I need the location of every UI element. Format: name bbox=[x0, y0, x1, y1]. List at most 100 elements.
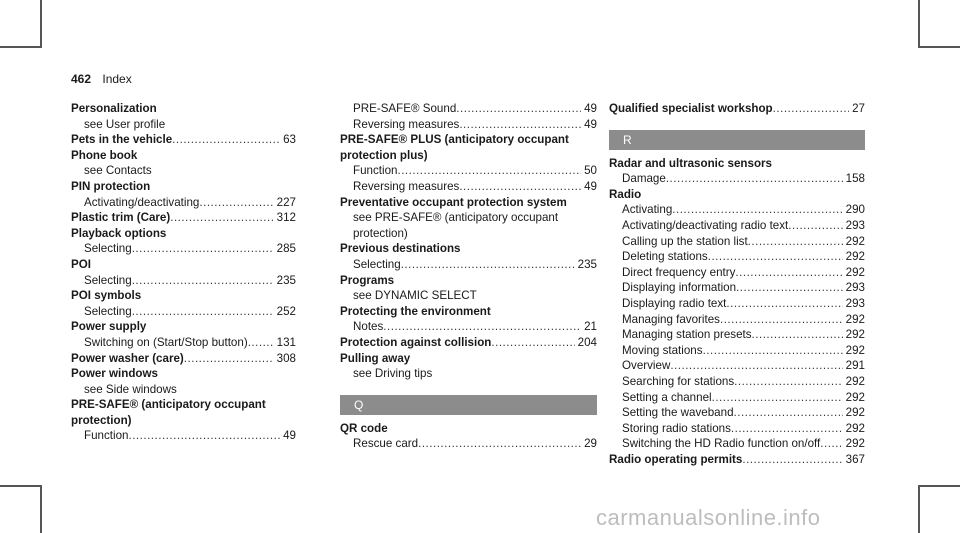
subentry-text: see Driving tips bbox=[353, 367, 433, 381]
dot-leader bbox=[734, 374, 843, 390]
entry-title: Programs bbox=[340, 273, 395, 287]
page-ref: 49 bbox=[584, 102, 597, 115]
subentry-text: Setting the waveband bbox=[622, 406, 734, 420]
index-subentry: Damage 158 bbox=[609, 171, 865, 187]
watermark: carmanualsonline.info bbox=[596, 505, 821, 530]
dot-leader bbox=[459, 179, 581, 195]
page-ref: 292 bbox=[845, 250, 865, 264]
index-entry: Pets in the vehicle 63 bbox=[71, 132, 296, 148]
page-ref: 252 bbox=[276, 304, 296, 318]
subentry-text: Selecting bbox=[353, 257, 401, 271]
index-subentry: Activating 290 bbox=[609, 202, 865, 218]
entry-title: Qualified specialist workshop bbox=[609, 102, 773, 115]
index-subentry: Selecting 252 bbox=[71, 304, 296, 320]
index-entry-with-page: Plastic trim (Care) 312 bbox=[71, 210, 296, 226]
subentry-text: see PRE-SAFE® (anticipatory occupant pro… bbox=[353, 211, 559, 240]
page-ref: 50 bbox=[584, 164, 597, 178]
index-entry-with-page: Radio operating permits 367 bbox=[609, 452, 865, 468]
index-entry: Phone book see Contacts bbox=[71, 148, 296, 179]
page-ref: 204 bbox=[577, 335, 597, 349]
dot-leader bbox=[199, 195, 273, 211]
crop-mark bbox=[40, 0, 42, 48]
dot-leader bbox=[456, 101, 581, 117]
subentry-text: Rescue card bbox=[353, 437, 419, 451]
index-entry: POI Selecting 235 bbox=[71, 257, 296, 288]
entry-title: Radio bbox=[609, 187, 642, 201]
index-subentry: Displaying radio text 293 bbox=[609, 296, 865, 312]
section-name: Index bbox=[102, 72, 132, 86]
index-entry: PIN protection Activating/deactivating 227 bbox=[71, 179, 296, 210]
dot-leader bbox=[726, 296, 842, 312]
entry-title: Radio operating permits bbox=[609, 452, 743, 466]
index-entry: Radio operating permits 367 bbox=[609, 452, 865, 468]
entry-title: Power supply bbox=[71, 320, 147, 334]
entry-title: Radar and ultrasonic sensors bbox=[609, 156, 773, 170]
subentry-text: Displaying information bbox=[622, 281, 737, 295]
dot-leader bbox=[820, 436, 842, 452]
index-entry: Qualified specialist workshop 27 bbox=[609, 101, 865, 117]
index-entry: PRE-SAFE® PLUS (anticipatory occupant pr… bbox=[340, 132, 597, 194]
index-subentry: Managing station presets 292 bbox=[609, 327, 865, 343]
index-subentry: Selecting 235 bbox=[340, 257, 597, 273]
subentry-text: Displaying radio text bbox=[622, 296, 727, 310]
page-ref: 293 bbox=[845, 218, 865, 232]
dot-leader bbox=[248, 335, 274, 351]
index-entry: QR code Rescue card 29 bbox=[340, 421, 597, 452]
page-ref: 292 bbox=[845, 343, 865, 357]
dot-leader bbox=[418, 436, 581, 452]
crop-mark bbox=[918, 485, 960, 487]
dot-leader bbox=[703, 343, 843, 359]
page-ref: 292 bbox=[845, 312, 865, 326]
index-subentry: Selecting 235 bbox=[71, 273, 296, 289]
crop-mark bbox=[40, 485, 42, 533]
entry-title: Power washer (care) bbox=[71, 351, 184, 365]
entry-title: Protection against collision bbox=[340, 335, 492, 349]
subentry-text: Activating bbox=[622, 203, 673, 217]
index-subentry: Reversing measures 49 bbox=[340, 117, 597, 133]
index-column-1: Personalization see User profile Pets in t… bbox=[71, 101, 296, 444]
page-ref: 49 bbox=[584, 117, 597, 131]
page-number: 462 bbox=[71, 72, 92, 86]
index-subentry: Setting a channel 292 bbox=[609, 390, 865, 406]
page-ref: 27 bbox=[852, 102, 865, 115]
index-entry-with-page: Protection against collision 204 bbox=[340, 335, 597, 351]
dot-leader bbox=[735, 265, 842, 281]
page-ref: 235 bbox=[276, 273, 296, 287]
entry-title: Personalization bbox=[71, 102, 157, 115]
subentry-text: Calling up the station list bbox=[622, 234, 748, 248]
page-ref: 292 bbox=[845, 390, 865, 404]
index-entry: Radar and ultrasonic sensors Damage 158 bbox=[609, 156, 865, 187]
index-subentry: Calling up the station list 292 bbox=[609, 234, 865, 250]
page-ref: 308 bbox=[276, 351, 296, 365]
index-subentry: Displaying information 293 bbox=[609, 280, 865, 296]
dot-leader bbox=[731, 421, 843, 437]
index-subentry: Function 50 bbox=[340, 163, 597, 179]
subentry-text: PRE-SAFE® Sound bbox=[353, 102, 457, 115]
subentry-text: Damage bbox=[622, 172, 666, 186]
index-entry: PRE-SAFE® (anticipatory occupant protect… bbox=[71, 397, 296, 444]
entry-title: POI symbols bbox=[71, 289, 142, 303]
page-ref: 292 bbox=[845, 406, 865, 420]
index-subentry: Moving stations 292 bbox=[609, 343, 865, 359]
subentry-text: Notes bbox=[353, 320, 384, 334]
dot-leader bbox=[491, 335, 574, 351]
index-entry: Power supply Switching on (Start/Stop but… bbox=[71, 319, 296, 350]
page-ref: 227 bbox=[276, 195, 296, 209]
index-subentry: Setting the waveband 292 bbox=[609, 405, 865, 421]
entry-title: Phone book bbox=[71, 148, 138, 162]
index-column-2: PRE-SAFE® Sound49Reversing measures49PRE… bbox=[340, 101, 597, 452]
index-subentry: PRE-SAFE® Sound 49 bbox=[340, 101, 597, 117]
page-ref: 292 bbox=[845, 374, 865, 388]
crop-mark bbox=[0, 46, 42, 48]
index-entry: Playback options Selecting 285 bbox=[71, 226, 296, 257]
page-ref: 49 bbox=[584, 179, 597, 193]
dot-leader bbox=[397, 163, 581, 179]
dot-leader bbox=[708, 249, 843, 265]
subentry-text: Searching for stations bbox=[622, 374, 735, 388]
index-entry: Power windows see Side windows bbox=[71, 366, 296, 397]
page-ref: 292 bbox=[845, 437, 865, 451]
entry-title: Protecting the environment bbox=[340, 304, 491, 318]
index-subentry: Overview 291 bbox=[609, 358, 865, 374]
page-ref: 131 bbox=[276, 335, 296, 349]
page-ref: 293 bbox=[845, 281, 865, 295]
